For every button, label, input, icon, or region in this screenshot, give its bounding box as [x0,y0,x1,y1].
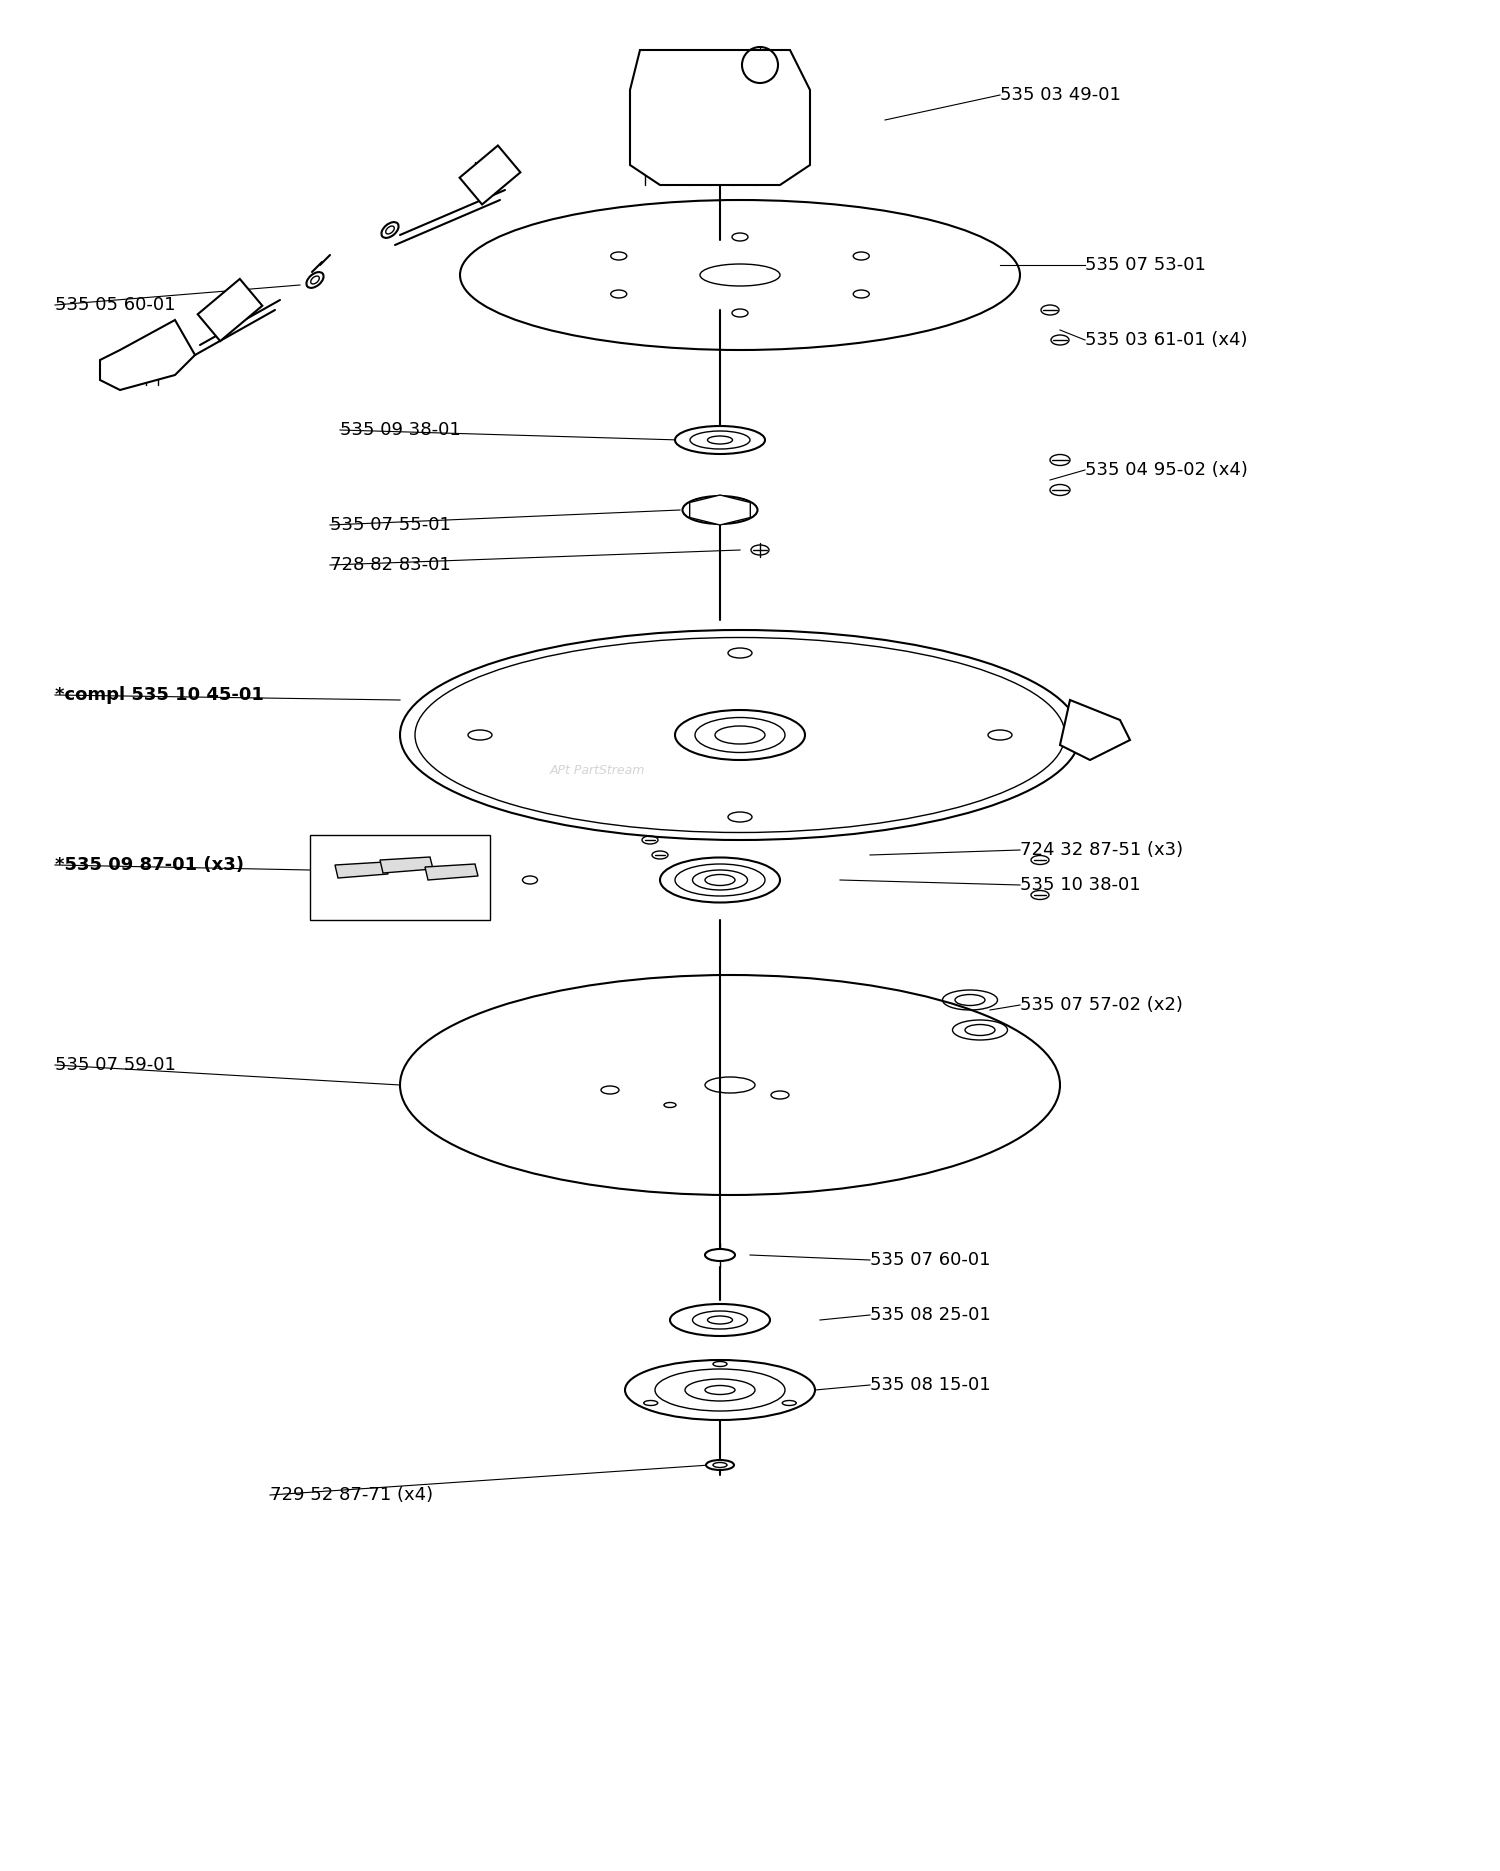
Polygon shape [1060,700,1130,760]
Text: 535 05 60-01: 535 05 60-01 [56,296,176,314]
Ellipse shape [660,857,780,902]
Text: 729 52 87-71 (x4): 729 52 87-71 (x4) [270,1486,434,1504]
Text: 535 07 55-01: 535 07 55-01 [330,516,452,533]
Text: 535 03 61-01 (x4): 535 03 61-01 (x4) [1084,331,1248,350]
Polygon shape [100,320,195,389]
Ellipse shape [675,427,765,455]
Ellipse shape [682,496,758,524]
Polygon shape [334,863,388,877]
Polygon shape [459,146,520,204]
Polygon shape [690,496,750,526]
Ellipse shape [706,1459,734,1471]
Text: 535 07 59-01: 535 07 59-01 [56,1055,176,1074]
Polygon shape [310,834,490,921]
Polygon shape [630,51,810,185]
Text: 535 07 60-01: 535 07 60-01 [870,1252,990,1269]
Text: 535 09 38-01: 535 09 38-01 [340,421,460,440]
Text: 535 10 38-01: 535 10 38-01 [1020,876,1140,894]
Polygon shape [424,864,478,879]
Ellipse shape [705,1250,735,1261]
Text: APt PartStream: APt PartStream [550,763,645,776]
Text: 535 07 57-02 (x2): 535 07 57-02 (x2) [1020,995,1184,1014]
Text: 724 32 87-51 (x3): 724 32 87-51 (x3) [1020,840,1184,859]
Ellipse shape [626,1360,815,1420]
Text: 535 08 15-01: 535 08 15-01 [870,1375,990,1394]
Polygon shape [380,857,433,874]
Text: 535 04 95-02 (x4): 535 04 95-02 (x4) [1084,460,1248,479]
Polygon shape [198,279,262,341]
Text: 728 82 83-01: 728 82 83-01 [330,556,450,574]
Ellipse shape [670,1304,770,1336]
Text: 535 03 49-01: 535 03 49-01 [1000,86,1120,105]
Text: 535 08 25-01: 535 08 25-01 [870,1306,990,1325]
Text: *535 09 87-01 (x3): *535 09 87-01 (x3) [56,857,244,874]
Text: 535 07 53-01: 535 07 53-01 [1084,256,1206,273]
Text: *compl 535 10 45-01: *compl 535 10 45-01 [56,687,264,703]
